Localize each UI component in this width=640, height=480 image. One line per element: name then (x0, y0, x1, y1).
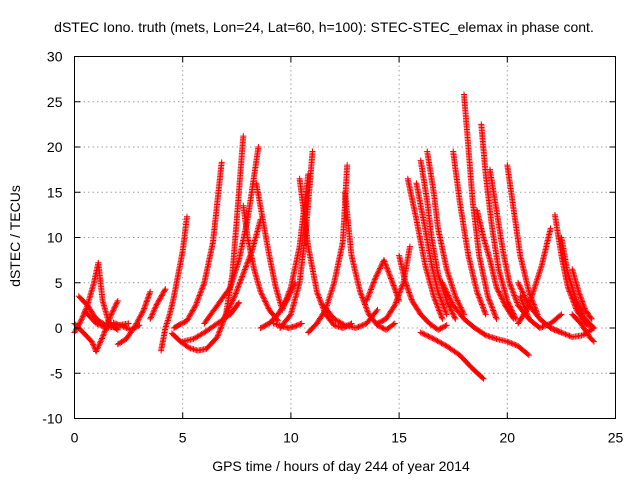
series-20 (305, 162, 351, 336)
series-39-markers (515, 225, 554, 327)
series-35-markers (478, 121, 519, 322)
series-29 (424, 148, 467, 318)
series-26-markers (404, 175, 446, 322)
series-32-markers (450, 148, 489, 318)
series-26 (404, 175, 446, 322)
series-40 (517, 293, 565, 331)
data-points (71, 91, 597, 382)
x-tick-label: 5 (179, 430, 187, 446)
x-tick-label: 20 (500, 430, 516, 446)
series-35 (478, 121, 519, 322)
y-tick-label: 25 (47, 94, 63, 110)
series-25-markers (396, 252, 450, 333)
y-axis-label: dSTEC / TECUs (7, 185, 23, 287)
series-31-markers (439, 279, 532, 359)
series-34 (474, 207, 517, 322)
series-14 (253, 180, 286, 313)
series-33 (461, 91, 500, 322)
y-tick-label: 10 (47, 230, 63, 246)
series-42 (558, 234, 597, 331)
series-43-markers (569, 266, 595, 322)
series-45-markers (569, 311, 597, 345)
series-41 (551, 211, 597, 331)
series-4 (114, 288, 154, 348)
series-27 (413, 180, 450, 318)
series-25 (396, 252, 450, 333)
y-tick-label: 15 (47, 184, 63, 200)
series-12-markers (220, 216, 264, 322)
y-tick-label: -5 (50, 365, 63, 381)
series-27-markers (413, 180, 450, 318)
x-tick-label: 10 (283, 430, 299, 446)
series-6 (147, 286, 169, 322)
series-13-markers (240, 202, 281, 324)
series-36-markers (487, 166, 532, 322)
series-43 (569, 266, 595, 322)
series-23-markers (363, 257, 403, 304)
series-7 (158, 213, 190, 354)
series-23 (363, 257, 403, 304)
y-axis-ticks: -10 -5 0 5 10 15 20 25 30 (42, 49, 616, 427)
series-30-markers (417, 329, 487, 382)
chart-title: dSTEC Iono. truth (mets, Lon=24, Lat=60,… (54, 19, 594, 35)
series-7-markers (158, 213, 190, 354)
series-36 (487, 166, 532, 322)
x-axis-ticks: 0 5 10 15 20 25 (71, 56, 624, 446)
series-41-markers (551, 211, 597, 331)
series-22-markers (342, 189, 398, 333)
series-30 (417, 329, 487, 382)
series-42-markers (558, 234, 597, 331)
x-tick-label: 0 (71, 430, 79, 446)
series-5 (110, 319, 143, 333)
series-40-markers (517, 293, 565, 331)
series-31 (439, 279, 532, 359)
series-22 (342, 189, 398, 333)
series-29-markers (424, 148, 467, 318)
x-axis-label: GPS time / hours of day 244 of year 2014 (212, 458, 470, 474)
series-6-markers (147, 286, 169, 322)
x-tick-label: 25 (608, 430, 624, 446)
series-4-markers (114, 288, 154, 348)
x-tick-label: 15 (391, 430, 407, 446)
series-39 (515, 225, 554, 327)
series-20-markers (305, 162, 351, 336)
series-12 (220, 216, 264, 322)
series-9-markers (171, 159, 225, 331)
series-34-markers (474, 207, 517, 322)
series-5-markers (110, 319, 143, 333)
series-13 (240, 202, 281, 324)
series-32 (450, 148, 489, 318)
series-9 (171, 159, 225, 331)
series-33-markers (461, 91, 500, 322)
series-14-markers (253, 180, 286, 313)
y-tick-label: 0 (55, 320, 63, 336)
y-tick-label: 5 (55, 275, 63, 291)
series-45 (569, 311, 597, 345)
y-tick-label: -10 (42, 411, 62, 427)
y-tick-label: 30 (47, 49, 63, 65)
y-tick-label: 20 (47, 139, 63, 155)
